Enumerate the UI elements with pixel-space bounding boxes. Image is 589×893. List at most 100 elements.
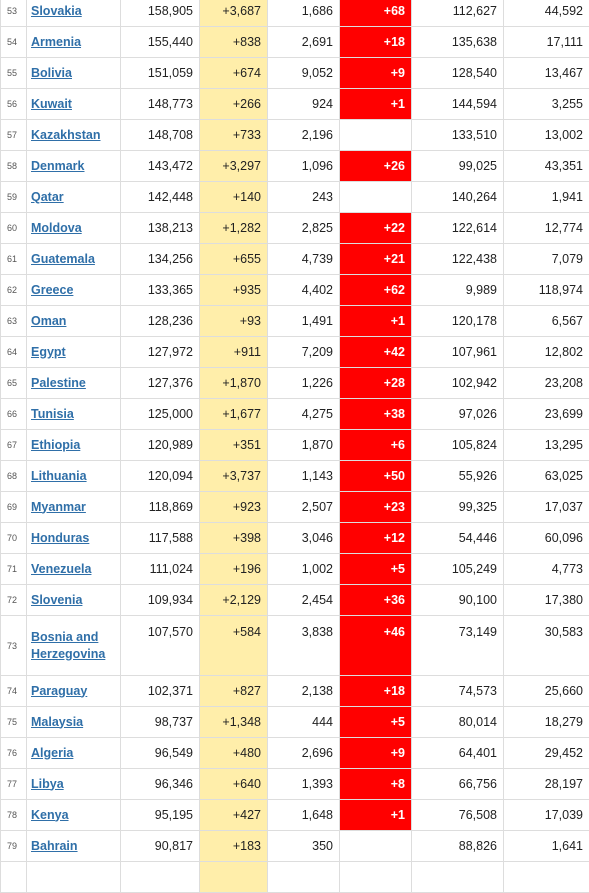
total-cases-cell: 96,346 <box>121 769 200 800</box>
total-recovered-cell: 122,438 <box>412 244 504 275</box>
table-row: 56 Kuwait 148,773 +266 924 +1 144,594 3,… <box>1 89 589 120</box>
country-link[interactable]: Honduras <box>31 531 89 545</box>
country-link[interactable]: Egypt <box>31 345 66 359</box>
total-recovered-cell: 76,508 <box>412 800 504 831</box>
country-link[interactable]: Libya <box>31 777 64 791</box>
new-cases-cell: +93 <box>200 306 268 337</box>
total-recovered-cell: 64,401 <box>412 738 504 769</box>
country-link[interactable]: Algeria <box>31 746 73 760</box>
new-deaths-cell: +50 <box>340 461 412 492</box>
country-cell: Kuwait <box>27 89 121 120</box>
active-cases-cell: 118,974 <box>504 275 589 306</box>
rank-cell: 60 <box>1 213 27 244</box>
new-deaths-cell: +5 <box>340 707 412 738</box>
rank-cell: 68 <box>1 461 27 492</box>
active-cases-cell: 23,208 <box>504 368 589 399</box>
country-cell: Denmark <box>27 151 121 182</box>
country-link[interactable]: Bosnia and Herzegovina <box>31 630 105 661</box>
active-cases-cell: 60,096 <box>504 523 589 554</box>
table-row: 58 Denmark 143,472 +3,297 1,096 +26 99,0… <box>1 151 589 182</box>
new-cases-cell: +827 <box>200 676 268 707</box>
active-cases-cell: 25,660 <box>504 676 589 707</box>
total-recovered-cell: 105,249 <box>412 554 504 585</box>
new-cases-cell: +923 <box>200 492 268 523</box>
total-cases-cell: 96,549 <box>121 738 200 769</box>
active-cases-cell: 13,002 <box>504 120 589 151</box>
new-deaths-cell: +26 <box>340 151 412 182</box>
country-link[interactable]: Malaysia <box>31 715 83 729</box>
total-recovered-cell: 73,149 <box>412 616 504 676</box>
new-deaths-cell <box>340 831 412 862</box>
new-cases-cell: +584 <box>200 616 268 676</box>
country-link[interactable]: Denmark <box>31 159 85 173</box>
country-link[interactable]: Armenia <box>31 35 81 49</box>
rank-cell: 59 <box>1 182 27 213</box>
country-link[interactable]: Myanmar <box>31 500 86 514</box>
country-cell: Armenia <box>27 27 121 58</box>
country-link[interactable]: Slovenia <box>31 593 82 607</box>
country-cell: Venezuela <box>27 554 121 585</box>
country-link[interactable]: Ethiopia <box>31 438 80 452</box>
total-cases-cell: 148,773 <box>121 89 200 120</box>
country-link[interactable]: Paraguay <box>31 684 87 698</box>
country-link[interactable]: Palestine <box>31 376 86 390</box>
total-cases-cell: 111,024 <box>121 554 200 585</box>
total-cases-cell: 120,094 <box>121 461 200 492</box>
table-row: 71 Venezuela 111,024 +196 1,002 +5 105,2… <box>1 554 589 585</box>
rank-cell: 71 <box>1 554 27 585</box>
country-link[interactable]: Kenya <box>31 808 69 822</box>
country-link[interactable]: Tunisia <box>31 407 74 421</box>
country-link[interactable]: Moldova <box>31 221 82 235</box>
country-link[interactable]: Slovakia <box>31 4 82 18</box>
new-cases-cell: +2,129 <box>200 585 268 616</box>
country-cell: Slovenia <box>27 585 121 616</box>
new-cases-cell: +838 <box>200 27 268 58</box>
country-cell: Guatemala <box>27 244 121 275</box>
new-cases-cell: +655 <box>200 244 268 275</box>
rank-cell: 57 <box>1 120 27 151</box>
new-deaths-cell: +12 <box>340 523 412 554</box>
country-cell: Bahrain <box>27 831 121 862</box>
country-link[interactable]: Lithuania <box>31 469 87 483</box>
total-cases-cell: 143,472 <box>121 151 200 182</box>
new-deaths-cell: +18 <box>340 676 412 707</box>
active-cases-cell: 13,467 <box>504 58 589 89</box>
country-cell: Palestine <box>27 368 121 399</box>
country-link[interactable]: Oman <box>31 314 66 328</box>
new-deaths-cell: +9 <box>340 58 412 89</box>
country-link[interactable]: Kazakhstan <box>31 128 100 142</box>
country-link[interactable]: Qatar <box>31 190 64 204</box>
rank-cell: 78 <box>1 800 27 831</box>
table-row: 53 Slovakia 158,905 +3,687 1,686 +68 112… <box>1 0 589 27</box>
new-cases-cell: +183 <box>200 831 268 862</box>
total-cases-cell: 117,588 <box>121 523 200 554</box>
country-link[interactable]: Bolivia <box>31 66 72 80</box>
rank-cell: 73 <box>1 616 27 676</box>
rank-cell: 66 <box>1 399 27 430</box>
active-cases-cell: 43,351 <box>504 151 589 182</box>
total-cases-cell: 118,869 <box>121 492 200 523</box>
country-cell: Myanmar <box>27 492 121 523</box>
country-link[interactable]: Venezuela <box>31 562 91 576</box>
country-link[interactable]: Bahrain <box>31 839 78 853</box>
table-row: 68 Lithuania 120,094 +3,737 1,143 +50 55… <box>1 461 589 492</box>
active-cases-cell: 18,279 <box>504 707 589 738</box>
active-cases-cell: 6,567 <box>504 306 589 337</box>
table-row: 75 Malaysia 98,737 +1,348 444 +5 80,014 … <box>1 707 589 738</box>
total-recovered-cell: 9,989 <box>412 275 504 306</box>
country-link[interactable]: Greece <box>31 283 73 297</box>
country-cell: Honduras <box>27 523 121 554</box>
country-link[interactable]: Guatemala <box>31 252 95 266</box>
rank-cell: 62 <box>1 275 27 306</box>
active-cases-cell: 63,025 <box>504 461 589 492</box>
table-row: 63 Oman 128,236 +93 1,491 +1 120,178 6,5… <box>1 306 589 337</box>
total-deaths-cell: 444 <box>268 707 340 738</box>
active-cases-cell: 29,452 <box>504 738 589 769</box>
total-deaths-cell: 1,870 <box>268 430 340 461</box>
total-cases-cell: 102,371 <box>121 676 200 707</box>
country-link[interactable]: Kuwait <box>31 97 72 111</box>
new-cases-cell: +427 <box>200 800 268 831</box>
new-cases-cell: +911 <box>200 337 268 368</box>
new-deaths-cell: +9 <box>340 738 412 769</box>
rank-cell: 74 <box>1 676 27 707</box>
